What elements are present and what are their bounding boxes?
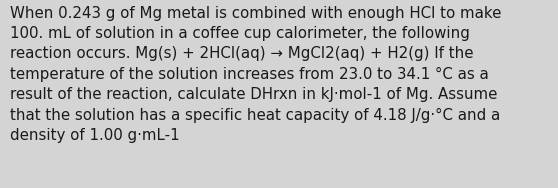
- Text: When 0.243 g of Mg metal is combined with enough HCl to make
100. mL of solution: When 0.243 g of Mg metal is combined wit…: [10, 6, 502, 143]
